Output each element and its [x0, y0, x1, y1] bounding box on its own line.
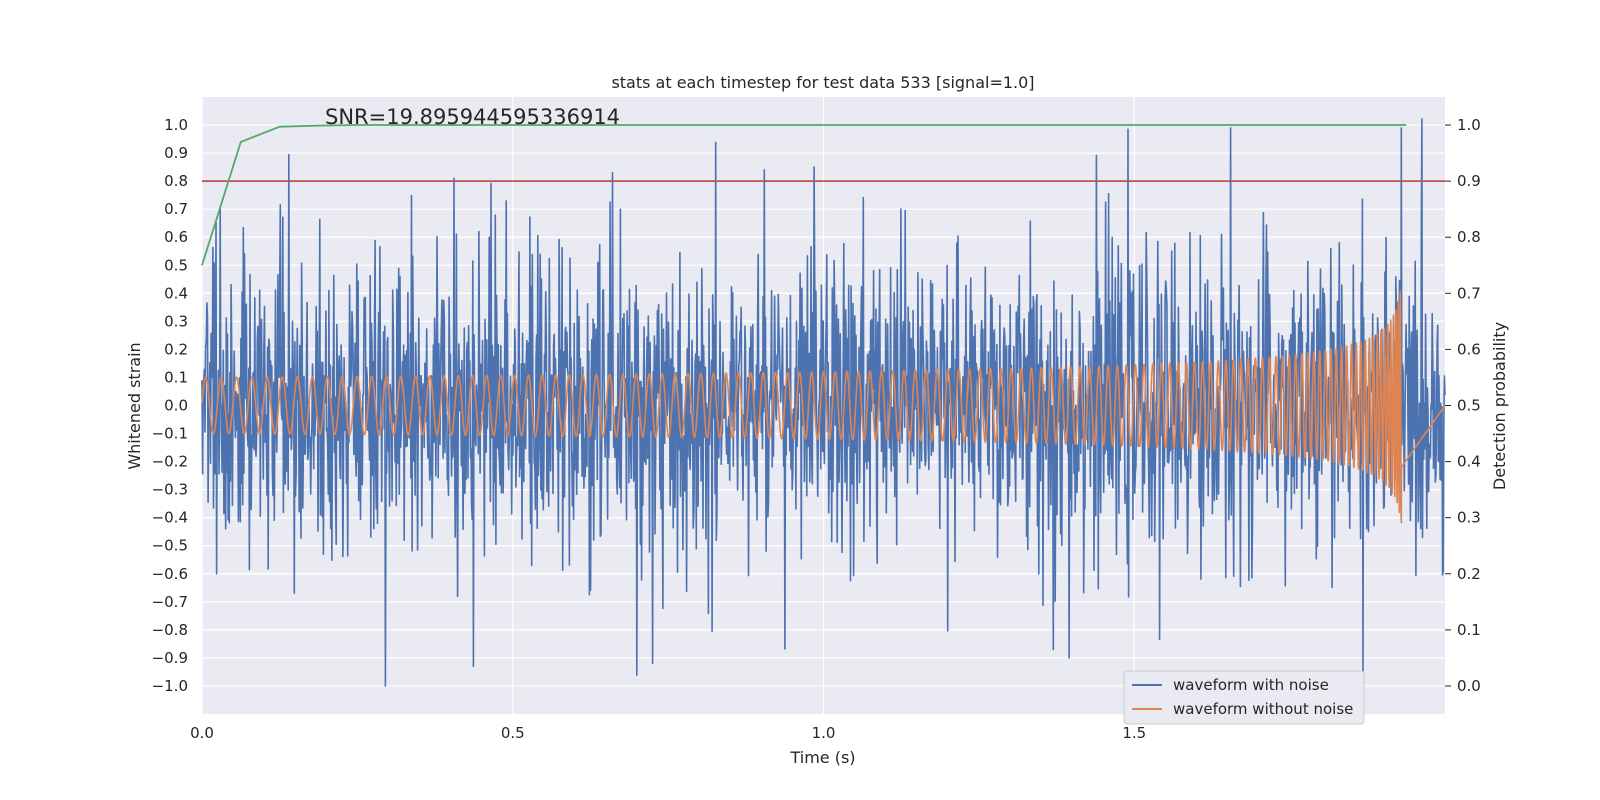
- y-tick-label: −0.6: [152, 565, 188, 583]
- y-tick-label: 0.3: [164, 312, 188, 330]
- tick-labels: 0.0 0.5 1.0 1.5 1.0 0.9 0.8 0.7 0.6 0.5 0.4 0.3 0.2 0…: [152, 116, 1481, 742]
- y-tick-label: −0.8: [152, 621, 188, 639]
- y-tick-label: −0.3: [152, 481, 188, 499]
- y-tick-label: 0.5: [164, 256, 188, 274]
- y-tick-label: −0.1: [152, 425, 188, 443]
- y2-tick-label: 0.4: [1457, 453, 1481, 471]
- y2-tick-label: 1.0: [1457, 116, 1481, 134]
- y2-tick-label: 0.5: [1457, 397, 1481, 415]
- legend-label-clean: waveform without noise: [1173, 700, 1353, 718]
- y-tick-label: −0.7: [152, 593, 188, 611]
- y2-tick-label: 0.6: [1457, 340, 1481, 358]
- y2-tick-label: 0.1: [1457, 621, 1481, 639]
- y2-axis-label: Detection probability: [1490, 322, 1509, 490]
- y2-tick-label: 0.0: [1457, 677, 1481, 695]
- y-tick-label: −0.4: [152, 509, 188, 527]
- y-tick-label: 0.7: [164, 200, 188, 218]
- y-tick-label: 0.2: [164, 340, 188, 358]
- y-tick-label: 0.4: [164, 284, 188, 302]
- y-tick-label: −1.0: [152, 677, 188, 695]
- y-tick-label: 0.9: [164, 144, 188, 162]
- legend: waveform with noise waveform without noi…: [1123, 670, 1365, 725]
- y-tick-label: 0.8: [164, 172, 188, 190]
- y-tick-label: −0.9: [152, 649, 188, 667]
- x-tick-label: 0.0: [190, 724, 214, 742]
- x-tick-label: 1.0: [812, 724, 836, 742]
- y2-tick-label: 0.3: [1457, 509, 1481, 527]
- x-tick-label: 0.5: [501, 724, 525, 742]
- y-tick-label: 0.0: [164, 397, 188, 415]
- y-tick-label: 1.0: [164, 116, 188, 134]
- y2-tick-label: 0.2: [1457, 565, 1481, 583]
- y-tick-label: 0.6: [164, 228, 188, 246]
- y-tick-label: 0.1: [164, 368, 188, 386]
- x-axis-label: Time (s): [789, 748, 855, 767]
- legend-label-noise: waveform with noise: [1173, 676, 1329, 694]
- series-layer: [201, 118, 1446, 687]
- y2-tick-label: 0.7: [1457, 284, 1481, 302]
- y-tick-label: −0.5: [152, 537, 188, 555]
- series-line-detection-probability: [201, 124, 1407, 266]
- series-line-waveform-without-noise: [201, 290, 1446, 524]
- y-tick-label: −0.2: [152, 453, 188, 471]
- snr-annotation: SNR=19.895944595336914: [325, 105, 620, 129]
- y2-tick-label: 0.9: [1457, 172, 1481, 190]
- legend-box: [1123, 670, 1365, 725]
- x-tick-label: 1.5: [1122, 724, 1146, 742]
- y-axis-label: Whitened strain: [125, 342, 144, 469]
- chart-title: stats at each timestep for test data 533…: [611, 73, 1034, 92]
- y2-tick-label: 0.8: [1457, 228, 1481, 246]
